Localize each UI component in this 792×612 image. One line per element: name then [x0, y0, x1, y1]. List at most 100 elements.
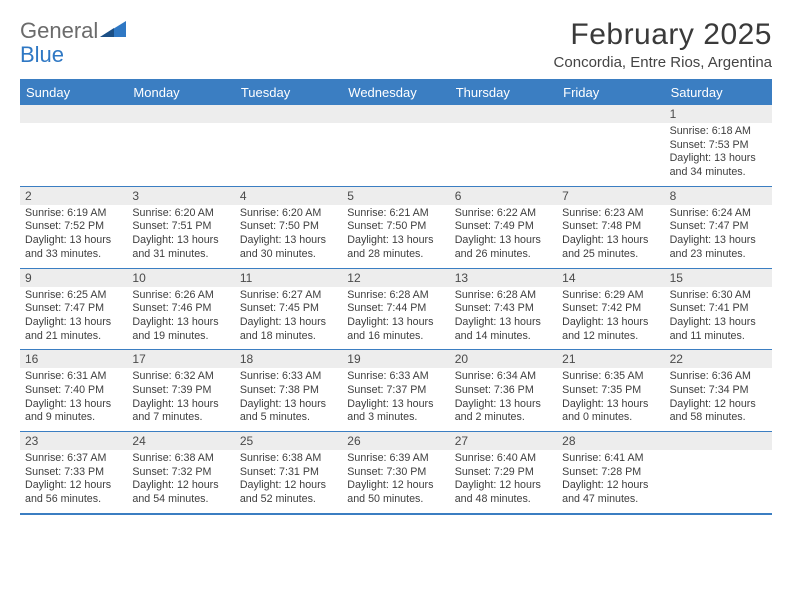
day-ss: Sunset: 7:47 PM [670, 220, 767, 234]
day-ss: Sunset: 7:49 PM [455, 220, 552, 234]
day-sr: Sunrise: 6:22 AM [455, 207, 552, 221]
day-d2: and 48 minutes. [455, 493, 552, 507]
dow-row: Sunday Monday Tuesday Wednesday Thursday… [20, 81, 772, 105]
calendar: Sunday Monday Tuesday Wednesday Thursday… [20, 79, 772, 515]
day-ss: Sunset: 7:32 PM [132, 466, 229, 480]
day-d1: Daylight: 13 hours [132, 316, 229, 330]
day-d2: and 0 minutes. [562, 411, 659, 425]
day-ss: Sunset: 7:28 PM [562, 466, 659, 480]
day-d1: Daylight: 13 hours [240, 398, 337, 412]
day-sr: Sunrise: 6:29 AM [562, 289, 659, 303]
day-sr: Sunrise: 6:30 AM [670, 289, 767, 303]
day-number: 8 [665, 187, 772, 205]
day-ss: Sunset: 7:53 PM [670, 139, 767, 153]
day-ss: Sunset: 7:46 PM [132, 302, 229, 316]
day-sr: Sunrise: 6:23 AM [562, 207, 659, 221]
logo-word2: Blue [20, 42, 64, 67]
day-sr: Sunrise: 6:38 AM [132, 452, 229, 466]
location: Concordia, Entre Rios, Argentina [554, 54, 772, 71]
day-d1: Daylight: 12 hours [455, 479, 552, 493]
day-body: Sunrise: 6:30 AMSunset: 7:41 PMDaylight:… [665, 287, 772, 350]
day-body [557, 123, 664, 186]
day-number: 23 [20, 432, 127, 450]
week-row: 232425262728Sunrise: 6:37 AMSunset: 7:33… [20, 431, 772, 513]
day-ss: Sunset: 7:42 PM [562, 302, 659, 316]
day-number: 15 [665, 269, 772, 287]
week-row: 16171819202122Sunrise: 6:31 AMSunset: 7:… [20, 349, 772, 431]
day-body: Sunrise: 6:19 AMSunset: 7:52 PMDaylight:… [20, 205, 127, 268]
day-number: 24 [127, 432, 234, 450]
day-sr: Sunrise: 6:33 AM [347, 370, 444, 384]
day-ss: Sunset: 7:35 PM [562, 384, 659, 398]
day-sr: Sunrise: 6:38 AM [240, 452, 337, 466]
day-d2: and 25 minutes. [562, 248, 659, 262]
day-ss: Sunset: 7:50 PM [347, 220, 444, 234]
day-body: Sunrise: 6:31 AMSunset: 7:40 PMDaylight:… [20, 368, 127, 431]
day-d1: Daylight: 12 hours [132, 479, 229, 493]
day-number [20, 105, 127, 123]
day-sr: Sunrise: 6:27 AM [240, 289, 337, 303]
day-body: Sunrise: 6:39 AMSunset: 7:30 PMDaylight:… [342, 450, 449, 513]
day-d1: Daylight: 13 hours [132, 398, 229, 412]
day-number: 16 [20, 350, 127, 368]
dow-tue: Tuesday [235, 81, 342, 105]
day-body: Sunrise: 6:25 AMSunset: 7:47 PMDaylight:… [20, 287, 127, 350]
day-d2: and 50 minutes. [347, 493, 444, 507]
day-d2: and 30 minutes. [240, 248, 337, 262]
day-body: Sunrise: 6:38 AMSunset: 7:32 PMDaylight:… [127, 450, 234, 513]
day-number [450, 105, 557, 123]
day-d2: and 7 minutes. [132, 411, 229, 425]
day-sr: Sunrise: 6:24 AM [670, 207, 767, 221]
day-number: 26 [342, 432, 449, 450]
day-ss: Sunset: 7:47 PM [25, 302, 122, 316]
day-d1: Daylight: 13 hours [132, 234, 229, 248]
day-d2: and 12 minutes. [562, 330, 659, 344]
day-d2: and 18 minutes. [240, 330, 337, 344]
day-number: 1 [665, 105, 772, 123]
day-d2: and 14 minutes. [455, 330, 552, 344]
day-sr: Sunrise: 6:28 AM [455, 289, 552, 303]
day-body: Sunrise: 6:32 AMSunset: 7:39 PMDaylight:… [127, 368, 234, 431]
bottom-border [20, 513, 772, 515]
day-sr: Sunrise: 6:21 AM [347, 207, 444, 221]
day-d1: Daylight: 13 hours [670, 234, 767, 248]
day-ss: Sunset: 7:31 PM [240, 466, 337, 480]
day-d1: Daylight: 13 hours [562, 398, 659, 412]
day-d2: and 5 minutes. [240, 411, 337, 425]
day-number: 9 [20, 269, 127, 287]
day-d1: Daylight: 13 hours [25, 234, 122, 248]
day-ss: Sunset: 7:40 PM [25, 384, 122, 398]
day-sr: Sunrise: 6:34 AM [455, 370, 552, 384]
week-row: 2345678Sunrise: 6:19 AMSunset: 7:52 PMDa… [20, 186, 772, 268]
day-body: Sunrise: 6:36 AMSunset: 7:34 PMDaylight:… [665, 368, 772, 431]
day-d1: Daylight: 13 hours [240, 316, 337, 330]
day-number: 21 [557, 350, 664, 368]
day-body: Sunrise: 6:34 AMSunset: 7:36 PMDaylight:… [450, 368, 557, 431]
day-body: Sunrise: 6:41 AMSunset: 7:28 PMDaylight:… [557, 450, 664, 513]
day-body [235, 123, 342, 186]
day-ss: Sunset: 7:50 PM [240, 220, 337, 234]
day-sr: Sunrise: 6:19 AM [25, 207, 122, 221]
day-body: Sunrise: 6:22 AMSunset: 7:49 PMDaylight:… [450, 205, 557, 268]
day-ss: Sunset: 7:43 PM [455, 302, 552, 316]
dow-thu: Thursday [450, 81, 557, 105]
dow-wed: Wednesday [342, 81, 449, 105]
day-number: 2 [20, 187, 127, 205]
day-body: Sunrise: 6:38 AMSunset: 7:31 PMDaylight:… [235, 450, 342, 513]
day-body [20, 123, 127, 186]
day-d1: Daylight: 13 hours [25, 398, 122, 412]
day-number: 4 [235, 187, 342, 205]
day-body: Sunrise: 6:33 AMSunset: 7:37 PMDaylight:… [342, 368, 449, 431]
day-d1: Daylight: 13 hours [25, 316, 122, 330]
day-sr: Sunrise: 6:18 AM [670, 125, 767, 139]
day-d2: and 28 minutes. [347, 248, 444, 262]
calendar-page: General Blue February 2025 Concordia, En… [0, 0, 792, 515]
month-title: February 2025 [554, 18, 772, 52]
day-d2: and 52 minutes. [240, 493, 337, 507]
day-body: Sunrise: 6:35 AMSunset: 7:35 PMDaylight:… [557, 368, 664, 431]
day-d2: and 19 minutes. [132, 330, 229, 344]
day-sr: Sunrise: 6:31 AM [25, 370, 122, 384]
day-body: Sunrise: 6:37 AMSunset: 7:33 PMDaylight:… [20, 450, 127, 513]
day-body: Sunrise: 6:24 AMSunset: 7:47 PMDaylight:… [665, 205, 772, 268]
day-d1: Daylight: 13 hours [670, 316, 767, 330]
